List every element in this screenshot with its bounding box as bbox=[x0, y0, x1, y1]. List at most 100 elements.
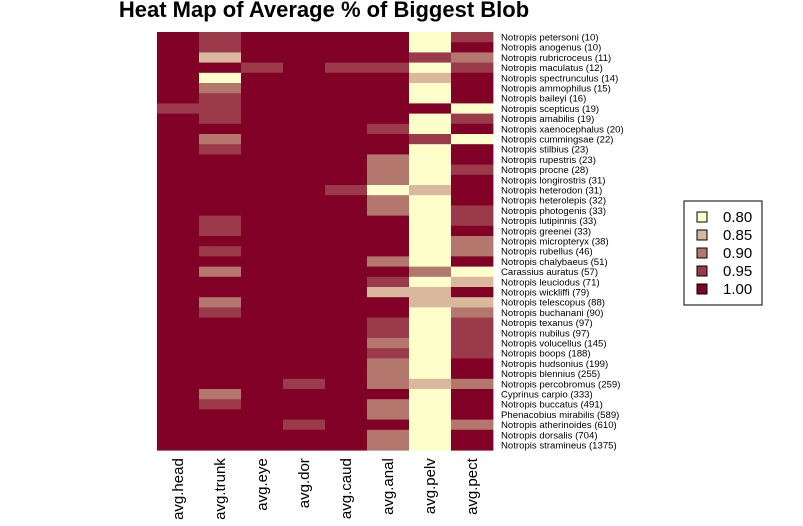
row-label: Notropis photogenis (33) bbox=[501, 206, 606, 217]
heatmap-cell bbox=[241, 358, 284, 369]
heatmap-cell bbox=[283, 429, 326, 441]
row-label: Notropis amabilis (19) bbox=[501, 114, 594, 125]
row-label: Notropis heterolepis (32) bbox=[501, 196, 606, 207]
heatmap-cell bbox=[325, 103, 368, 114]
heatmap-cell bbox=[409, 246, 452, 257]
row-label: Notropis baileyi (16) bbox=[501, 94, 586, 105]
heatmap-cell bbox=[367, 348, 410, 359]
heatmap-cell bbox=[409, 297, 452, 308]
heatmap-cell bbox=[157, 215, 200, 227]
heatmap-cell bbox=[157, 358, 200, 369]
heatmap-cell bbox=[409, 195, 452, 206]
heatmap-cell bbox=[325, 358, 368, 369]
row-label: Notropis greenei (33) bbox=[501, 226, 591, 237]
heatmap-cell bbox=[451, 215, 494, 227]
heatmap-cell bbox=[325, 195, 368, 206]
heatmap-cell bbox=[157, 52, 200, 63]
heatmap-cell bbox=[325, 32, 368, 43]
heatmap-cell bbox=[199, 134, 242, 145]
legend-label: 1.00 bbox=[723, 281, 752, 298]
heatmap-cell bbox=[283, 225, 326, 237]
heatmap-cell bbox=[199, 348, 242, 359]
heatmap-cell bbox=[241, 236, 284, 247]
heatmap-cell bbox=[409, 225, 452, 237]
row-label: Notropis cummingsae (22) bbox=[501, 135, 614, 146]
heatmap-cell bbox=[199, 52, 242, 63]
heatmap-cell bbox=[283, 276, 326, 288]
row-label: Notropis telescopus (88) bbox=[501, 298, 605, 309]
heatmap-cell bbox=[157, 164, 200, 176]
heatmap-cell bbox=[283, 52, 326, 63]
row-label: Notropis lutipinnis (33) bbox=[501, 216, 596, 227]
row-label: Notropis rupestris (23) bbox=[501, 155, 596, 166]
heatmap-cell bbox=[157, 287, 200, 298]
heatmap-cell bbox=[451, 174, 494, 186]
heatmap-cell bbox=[199, 42, 242, 53]
heatmap-cell bbox=[283, 62, 326, 74]
heatmap-cell bbox=[241, 409, 284, 420]
column-label: avg.eye bbox=[254, 458, 271, 511]
heatmap-cell bbox=[451, 266, 494, 278]
heatmap-cell bbox=[241, 215, 284, 227]
heatmap-cell bbox=[157, 185, 200, 196]
heatmap-cell bbox=[367, 113, 410, 125]
heatmap-cell bbox=[199, 429, 242, 441]
heatmap-cell bbox=[157, 225, 200, 237]
heatmap-cell bbox=[451, 134, 494, 145]
heatmap-cell bbox=[199, 358, 242, 369]
heatmap-cell bbox=[283, 440, 326, 451]
heatmap-cell bbox=[409, 378, 452, 390]
heatmap-cell bbox=[409, 348, 452, 359]
heatmap-cell bbox=[241, 144, 284, 155]
heatmap-cell bbox=[367, 103, 410, 114]
heatmap-cell bbox=[409, 358, 452, 369]
heatmap-cell bbox=[367, 62, 410, 74]
heatmap-cell bbox=[241, 429, 284, 441]
heatmap-cell bbox=[241, 368, 284, 380]
heatmap-cell bbox=[409, 399, 452, 410]
heatmap-cell bbox=[409, 419, 452, 431]
heatmap-cell bbox=[325, 338, 368, 349]
row-label: Notropis leuciodus (71) bbox=[501, 277, 600, 288]
heatmap-cell bbox=[325, 378, 368, 390]
heatmap-cell bbox=[325, 134, 368, 145]
heatmap-cell bbox=[451, 276, 494, 288]
heatmap-cell bbox=[451, 338, 494, 349]
heatmap-cell bbox=[199, 378, 242, 390]
heatmap-cell bbox=[325, 368, 368, 380]
heatmap-cell bbox=[367, 440, 410, 451]
row-label: Notropis rubricroceus (11) bbox=[501, 53, 611, 64]
heatmap-cell bbox=[157, 256, 200, 267]
heatmap-cell bbox=[367, 287, 410, 298]
heatmap-cell bbox=[241, 72, 284, 84]
heatmap-cell bbox=[325, 42, 368, 53]
heatmap-cell bbox=[283, 164, 326, 176]
heatmap-cell bbox=[367, 399, 410, 410]
heatmap-cell bbox=[283, 144, 326, 155]
row-label: Notropis blennius (255) bbox=[501, 369, 600, 380]
heatmap-cell bbox=[451, 185, 494, 196]
heatmap-cell bbox=[409, 62, 452, 74]
heatmap-cell bbox=[451, 32, 494, 43]
heatmap-cell bbox=[325, 409, 368, 420]
heatmap-cell bbox=[451, 348, 494, 359]
row-label: Notropis wickliffi (79) bbox=[501, 288, 589, 299]
row-label: Notropis petersoni (10) bbox=[501, 33, 599, 44]
heatmap-cell bbox=[199, 154, 242, 165]
heatmap-cell bbox=[283, 93, 326, 104]
row-label: Notropis xaenocephalus (20) bbox=[501, 124, 624, 135]
column-label: avg.dor bbox=[296, 458, 313, 508]
heatmap-cell bbox=[199, 123, 242, 135]
heatmap-cell bbox=[367, 307, 410, 318]
heatmap-cell bbox=[199, 297, 242, 308]
row-label: Notropis stilbius (23) bbox=[501, 145, 588, 156]
heatmap-cell bbox=[409, 317, 452, 329]
heatmap-cell bbox=[367, 134, 410, 145]
heatmap-cell bbox=[199, 236, 242, 247]
legend-swatch bbox=[696, 229, 708, 241]
heatmap-cell bbox=[325, 327, 368, 339]
heatmap-cell bbox=[451, 144, 494, 155]
heatmap-cell bbox=[325, 276, 368, 288]
heatmap-cell bbox=[409, 256, 452, 267]
heatmap-cell bbox=[451, 62, 494, 74]
